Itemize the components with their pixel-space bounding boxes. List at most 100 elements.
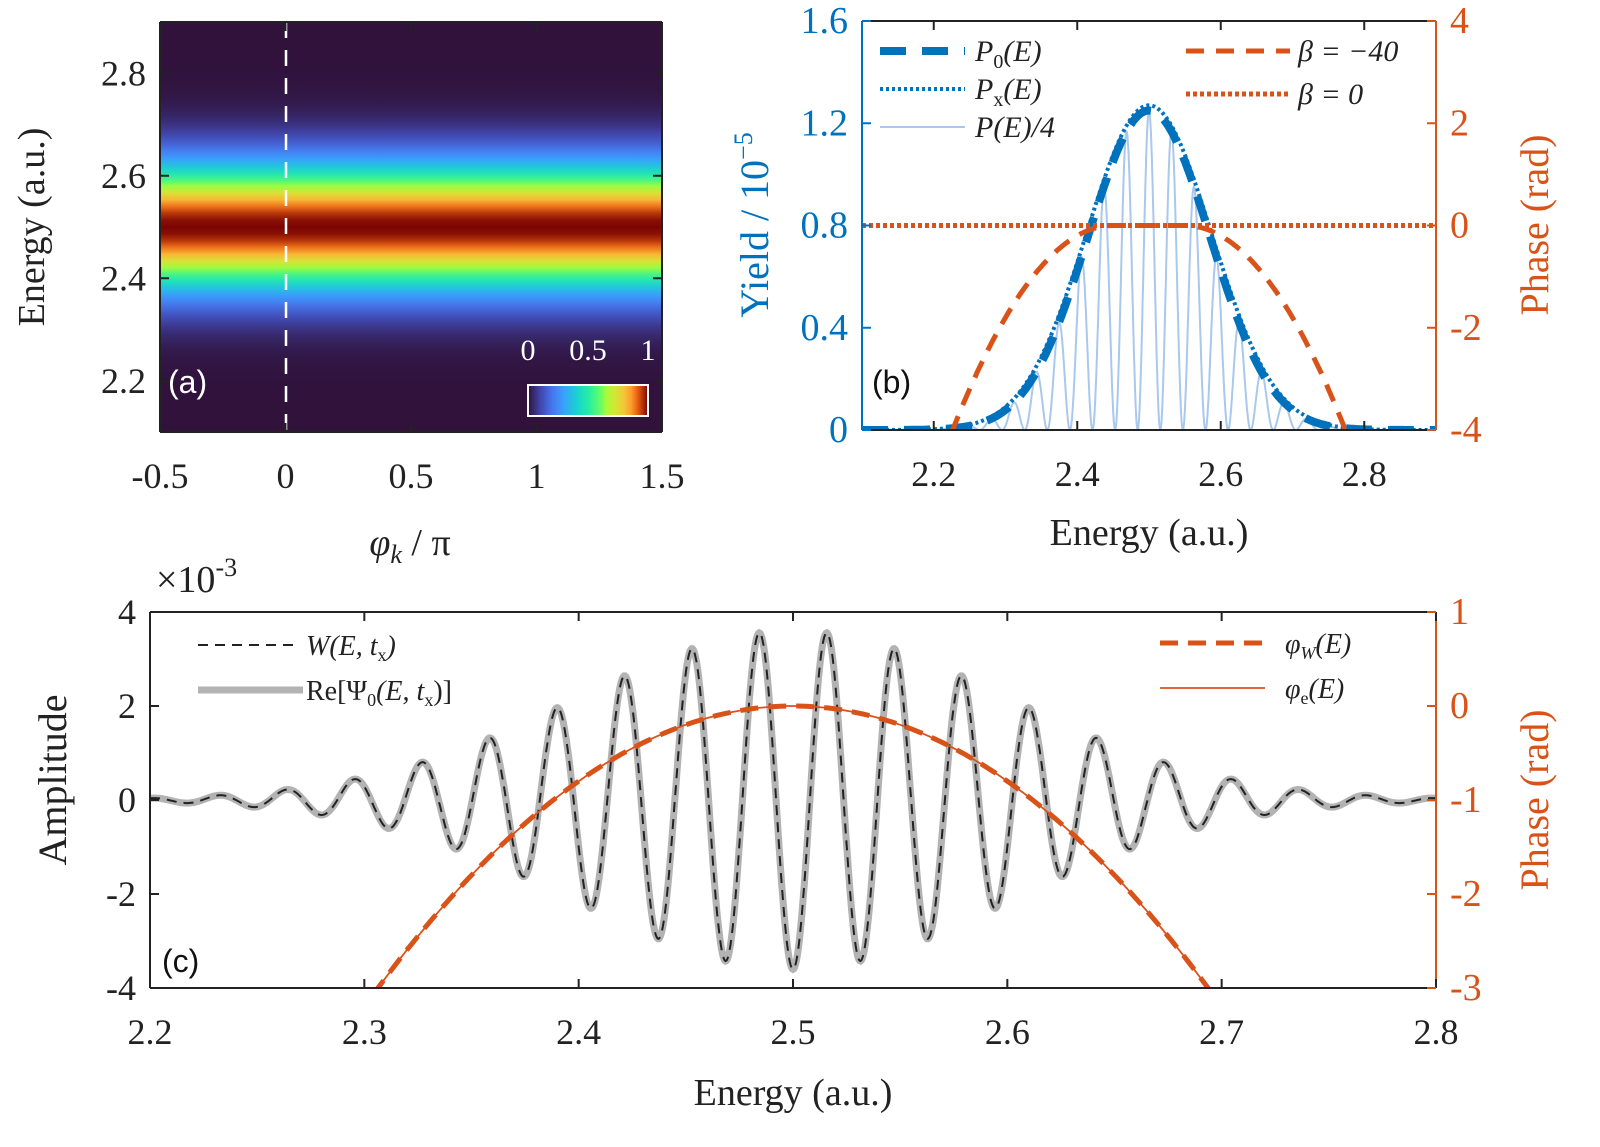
y-tick-label-1.2: 1.2 <box>801 102 849 144</box>
p0-sub: 0 <box>993 51 1003 73</box>
y-tick-label-1: 1 <box>1450 591 1469 633</box>
x-tick-label--0.5: -0.5 <box>132 456 189 496</box>
re-sub0: 0 <box>367 690 376 710</box>
panel-c-xlabel: Energy (a.u.) <box>694 1072 893 1114</box>
y-tick-label-2.8: 2.8 <box>101 53 146 93</box>
panel-c-ylabel-right: Phase (rad) <box>1512 709 1557 890</box>
panel-a-ylabel: Energy (a.u.) <box>11 128 53 327</box>
y-tick-label-2.2: 2.2 <box>101 361 146 401</box>
y-tick-label-0: 0 <box>1450 205 1469 247</box>
panel-c-legend-left: W(E, tx) Re[Ψ0(E, tx)] <box>198 631 452 710</box>
x-tick-label-2.4: 2.4 <box>556 1012 601 1052</box>
y-tick-label--2: -2 <box>106 874 136 914</box>
w-sub: x <box>378 645 387 665</box>
y-tick-label-2.4: 2.4 <box>101 258 146 298</box>
y-tick-label--2: -2 <box>1450 873 1482 915</box>
x-tick-label-2.2: 2.2 <box>128 1012 173 1052</box>
heatmap <box>160 22 662 432</box>
re-mid: (E, t <box>376 676 425 707</box>
panel-b-axes: 2.2 2.4 2.6 2.8 0 0.4 0.8 1.2 1.6 -4 -2 0 2 4 <box>801 0 1482 494</box>
panel-c-ylabel-left: Amplitude <box>30 694 75 865</box>
panel-b-legend: P0(E) Px(E) P(E)/4 β = −40 β = 0 <box>880 35 1398 144</box>
yield-exponent: −5 <box>729 132 758 160</box>
multiplier-base: ×10 <box>156 559 215 601</box>
y-tick-label--3: -3 <box>1450 967 1482 1009</box>
legend-label-phi-e: φe(E) <box>1285 674 1344 708</box>
x-tick-label-2.4: 2.4 <box>1055 454 1100 494</box>
px-arg: (E) <box>1003 73 1041 106</box>
panel-b: 2.2 2.4 2.6 2.8 0 0.4 0.8 1.2 1.6 -4 -2 0 2 4 (b) Yie… <box>729 0 1557 554</box>
legend-label-phi-w: φW(E) <box>1285 629 1351 663</box>
x-tick-label-2.8: 2.8 <box>1342 454 1387 494</box>
phie-main: φ <box>1285 674 1301 705</box>
panel-c-label: (c) <box>162 943 199 979</box>
w-end: ) <box>385 631 396 662</box>
y-tick-label-1.6: 1.6 <box>801 0 849 42</box>
x-tick-label-2.7: 2.7 <box>1199 1012 1244 1052</box>
multiplier-exponent: -3 <box>215 553 237 582</box>
panel-c-multiplier: ×10-3 <box>156 553 237 601</box>
y-tick-label-0.4: 0.4 <box>801 307 849 349</box>
phie-sub: e <box>1301 688 1309 708</box>
panel-c-curves <box>150 628 1436 988</box>
y-tick-label-0.8: 0.8 <box>801 205 849 247</box>
phi-symbol: φ <box>369 522 390 564</box>
panel-b-ylabel-right: Phase (rad) <box>1512 134 1557 315</box>
w-main: W(E, t <box>306 631 379 662</box>
k-subscript: k <box>390 540 402 569</box>
legend-label-px: Px(E) <box>974 73 1042 111</box>
over-pi: / π <box>402 522 451 564</box>
panel-b-label: (b) <box>872 364 911 400</box>
panel-b-curves <box>862 103 1436 430</box>
y-tick-label-2.6: 2.6 <box>101 156 146 196</box>
x-tick-label-0: 0 <box>277 456 295 496</box>
panel-a-label: (a) <box>168 364 207 400</box>
legend-label-re-psi: Re[Ψ0(E, tx)] <box>306 676 452 710</box>
y-tick-label-0: 0 <box>829 409 848 451</box>
x-tick-label-1.5: 1.5 <box>640 456 685 496</box>
y-tick-label-2: 2 <box>1450 102 1469 144</box>
phie-end: (E) <box>1309 674 1345 705</box>
y-tick-label-0: 0 <box>118 780 136 820</box>
panel-c-legend-right: φW(E) φe(E) <box>1160 629 1351 708</box>
x-tick-label-1: 1 <box>528 456 546 496</box>
legend-label-p0: P0(E) <box>974 35 1042 73</box>
legend-label-beta-40: β = −40 <box>1297 35 1398 68</box>
y-tick-label-4: 4 <box>118 592 136 632</box>
y-tick-label--1: -1 <box>1450 779 1482 821</box>
panel-a-xlabel: φk / π <box>369 522 450 569</box>
x-tick-label-2.6: 2.6 <box>1198 454 1243 494</box>
y-tick-label--4: -4 <box>106 968 136 1008</box>
legend-label-pe4: P(E)/4 <box>974 111 1055 144</box>
colorbar-tick-1: 1 <box>641 334 656 367</box>
panel-b-xlabel: Energy (a.u.) <box>1050 512 1249 554</box>
colorbar-tick-0.5: 0.5 <box>569 334 607 367</box>
panel-a-axes: -0.5 0 0.5 1 1.5 2.2 2.4 2.6 2.8 <box>101 21 685 496</box>
series-w <box>150 631 1436 971</box>
y-tick-label-0: 0 <box>1450 685 1469 727</box>
x-tick-label-2.3: 2.3 <box>342 1012 387 1052</box>
x-tick-label-2.8: 2.8 <box>1414 1012 1459 1052</box>
x-tick-label-0.5: 0.5 <box>389 456 434 496</box>
panel-a: -0.5 0 0.5 1 1.5 2.2 2.4 2.6 2.8 (a) 0 0.5 1 Ene… <box>11 21 685 569</box>
series-px <box>862 103 1436 430</box>
px-P: P <box>974 73 993 106</box>
y-tick-label-2: 2 <box>118 686 136 726</box>
phiw-end: (E) <box>1316 629 1352 660</box>
re-main: Re[Ψ <box>306 676 367 707</box>
re-sub: x <box>424 690 433 710</box>
re-end: )] <box>433 676 452 707</box>
y-tick-label--4: -4 <box>1450 409 1482 451</box>
series-beta-minus-40 <box>950 223 1348 430</box>
x-tick-label-2.5: 2.5 <box>771 1012 816 1052</box>
panel-c: 2.2 2.3 2.4 2.5 2.6 2.7 2.8 -4 -2 0 2 4 -3 -2 -1 0 1 (c)… <box>30 553 1557 1114</box>
p0-arg: (E) <box>1003 35 1041 68</box>
y-tick-label-4: 4 <box>1450 0 1469 42</box>
phiw-main: φ <box>1285 629 1301 660</box>
phiw-sub: W <box>1301 643 1318 663</box>
p0-P: P <box>974 35 993 68</box>
legend-label-w: W(E, tx) <box>306 631 396 665</box>
x-tick-label-2.6: 2.6 <box>985 1012 1030 1052</box>
series-p0 <box>862 106 1436 430</box>
x-tick-label-2.2: 2.2 <box>911 454 956 494</box>
